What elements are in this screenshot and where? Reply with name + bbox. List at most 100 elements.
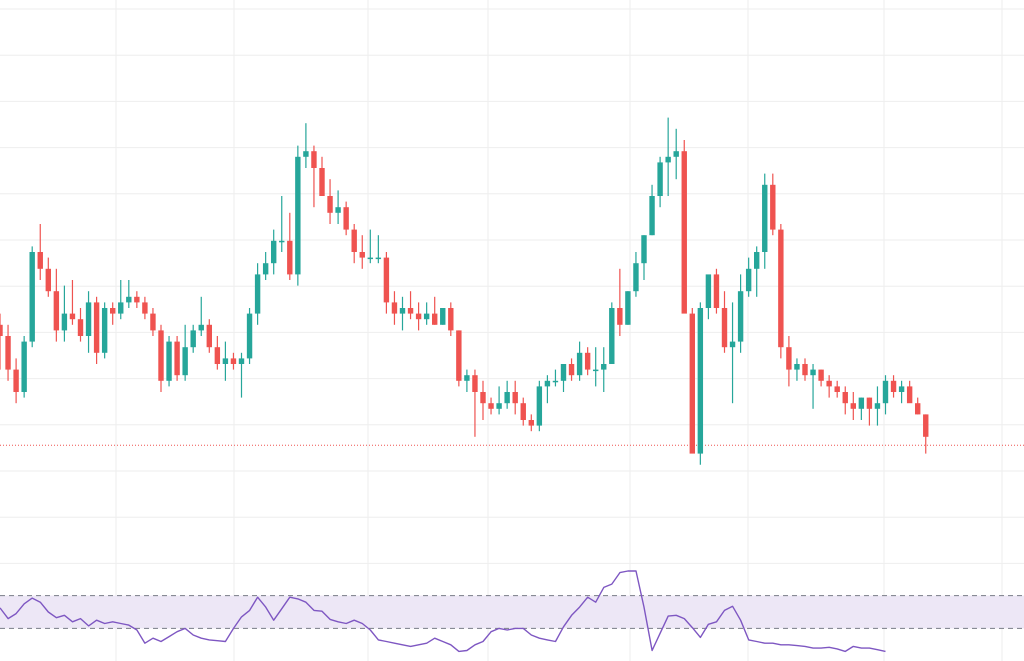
candle-32	[254, 263, 261, 325]
candle-body	[657, 162, 663, 196]
candle-body	[359, 252, 365, 258]
candle-27	[214, 336, 221, 370]
candle-71	[568, 358, 575, 381]
candle-52	[415, 302, 422, 331]
candle-105	[842, 386, 848, 415]
candle-90	[721, 291, 728, 353]
candle-body	[319, 168, 325, 196]
candle-0	[0, 313, 3, 370]
candle-body	[778, 229, 784, 348]
candle-14	[110, 302, 116, 325]
candle-83	[665, 117, 671, 196]
candle-38	[303, 123, 309, 168]
candle-49	[391, 291, 398, 325]
candle-80	[641, 235, 647, 280]
candle-40	[319, 156, 325, 196]
candle-body	[713, 274, 720, 308]
candle-114	[915, 397, 921, 415]
candle-body	[810, 369, 816, 376]
candle-body	[190, 330, 196, 348]
candle-body	[504, 392, 510, 404]
candle-body	[512, 392, 518, 404]
candle-94	[754, 246, 760, 297]
candle-body	[375, 257, 382, 260]
candle-body	[818, 369, 824, 381]
candle-69	[552, 369, 559, 387]
candle-21	[166, 336, 172, 387]
candle-59	[472, 369, 478, 437]
candle-body	[287, 240, 293, 275]
candle-103	[826, 375, 832, 398]
candle-22	[174, 336, 180, 381]
candle-41	[327, 179, 333, 224]
candle-101	[810, 364, 816, 409]
candle-20	[158, 324, 164, 392]
candle-body	[391, 302, 398, 314]
candle-31	[246, 308, 253, 364]
candle-body	[448, 308, 454, 331]
candle-body	[271, 240, 277, 264]
candle-body	[601, 364, 607, 370]
candle-109	[874, 386, 881, 426]
candle-10	[77, 308, 84, 342]
candlestick-series	[0, 117, 929, 465]
candle-11	[85, 291, 92, 353]
candle-body	[802, 364, 808, 376]
candle-body	[923, 414, 929, 437]
candle-body	[150, 313, 156, 331]
candle-body	[29, 252, 35, 342]
candle-body	[246, 313, 253, 359]
candle-39	[311, 145, 317, 208]
candle-body	[456, 330, 462, 381]
candle-62	[496, 386, 502, 415]
candle-48	[383, 252, 390, 314]
candle-body	[126, 296, 132, 303]
candle-body	[110, 308, 116, 314]
candle-29	[230, 352, 237, 370]
candle-78	[625, 291, 631, 325]
candle-body	[214, 347, 221, 364]
candle-3	[21, 336, 27, 398]
candle-body	[279, 240, 285, 243]
candle-15	[118, 280, 124, 320]
candle-55	[440, 308, 446, 325]
candle-107	[858, 397, 865, 420]
candle-body	[850, 403, 856, 409]
candle-60	[480, 380, 486, 420]
candle-body	[134, 296, 140, 303]
candle-body	[842, 392, 848, 404]
candle-body	[262, 263, 269, 275]
candle-body	[552, 380, 559, 383]
candle-72	[576, 341, 583, 381]
candle-24	[190, 324, 196, 353]
candle-54	[432, 296, 438, 325]
candle-body	[472, 375, 478, 392]
candle-body	[593, 369, 599, 372]
candle-body	[754, 252, 760, 269]
candle-66	[528, 414, 534, 432]
candle-body	[617, 308, 623, 325]
candle-body	[826, 380, 832, 387]
candle-87	[697, 302, 704, 465]
candle-body	[576, 352, 583, 376]
candle-body	[568, 364, 575, 376]
candle-50	[399, 296, 406, 331]
candle-5	[37, 224, 43, 280]
candle-body	[311, 151, 317, 168]
candle-body	[432, 313, 438, 325]
candle-37	[295, 145, 301, 286]
candle-112	[898, 380, 905, 404]
candle-body	[0, 324, 3, 336]
candle-body	[343, 207, 349, 230]
candle-body	[625, 291, 631, 325]
candle-16	[126, 280, 132, 308]
candle-63	[504, 380, 510, 409]
candle-36	[287, 212, 293, 280]
candle-body	[351, 229, 357, 252]
candle-35	[279, 196, 285, 252]
candle-45	[359, 235, 365, 269]
candle-56	[448, 302, 454, 336]
